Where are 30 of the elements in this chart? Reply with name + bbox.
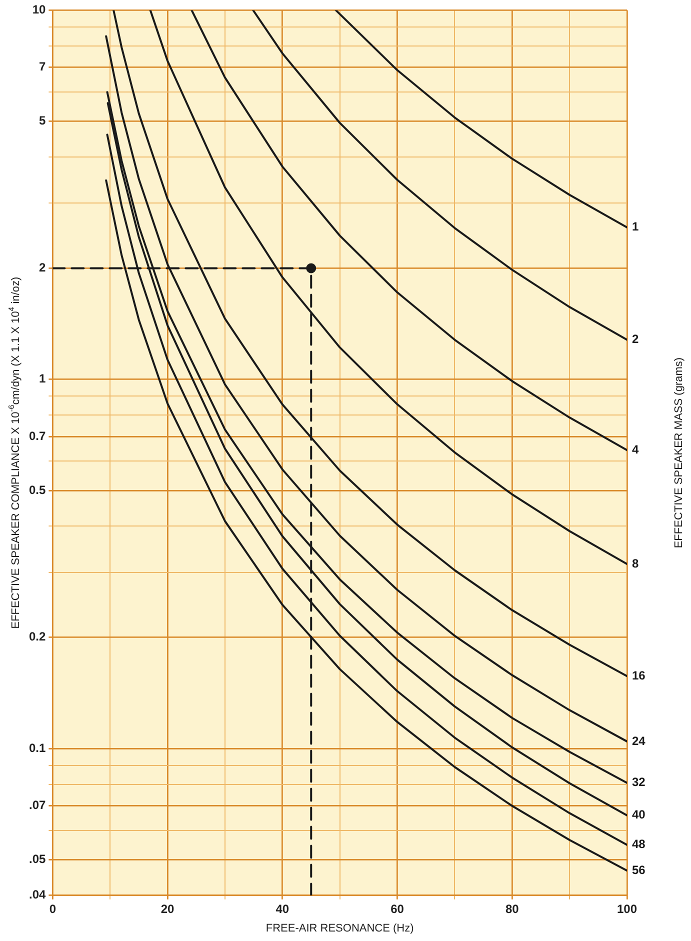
series-label: 56 <box>632 862 646 877</box>
y2-axis-title: EFFECTIVE SPEAKER MASS (grams) <box>673 357 686 548</box>
y-tick-label: 1 <box>38 372 46 386</box>
y-tick-label: .05 <box>28 852 46 866</box>
series-label: 4 <box>632 442 639 456</box>
series-label: 1 <box>632 220 639 234</box>
y-tick-label: 2 <box>38 260 46 275</box>
series-label: 8 <box>632 556 639 570</box>
series-label: 24 <box>632 734 646 748</box>
y-tick-label: 0.5 <box>28 482 46 497</box>
series-label: 16 <box>632 668 646 682</box>
x-tick-label: 0 <box>49 902 56 916</box>
x-tick-label: 100 <box>616 902 638 916</box>
x-tick-label: 80 <box>505 902 520 916</box>
y-tick-label: 10 <box>32 2 46 17</box>
series-label: 32 <box>632 775 646 790</box>
x-tick-label: 60 <box>390 902 404 916</box>
series-label: 2 <box>632 332 639 346</box>
series-label: 48 <box>632 837 646 852</box>
y-tick-label: 0.2 <box>28 630 46 644</box>
y-tick-label: 5 <box>38 114 46 128</box>
series-label: 40 <box>632 808 646 822</box>
x-axis-title: FREE-AIR RESONANCE (Hz) <box>266 922 414 934</box>
y-tick-label: 0.1 <box>28 740 46 755</box>
y-tick-label: .07 <box>28 798 46 812</box>
y-tick-label: .04 <box>28 888 46 902</box>
y-tick-label: 7 <box>38 60 46 74</box>
x-tick-label: 20 <box>160 902 175 916</box>
x-tick-label: 40 <box>276 902 290 916</box>
y-tick-label: 0.7 <box>28 428 46 443</box>
